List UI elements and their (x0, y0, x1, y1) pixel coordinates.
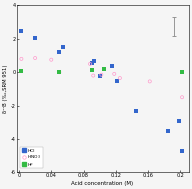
Point (148, 80, 151, 83)
Point (58, 70, 61, 73)
Point (180, 149, 184, 152)
Point (177, 119, 180, 122)
Point (92, 74, 95, 77)
Point (58, 51, 61, 54)
Point (98, 74, 101, 77)
Point (62, 46, 65, 49)
Point (116, 79, 119, 82)
Point (167, 129, 170, 132)
Point (90, 62, 93, 65)
Point (113, 72, 116, 75)
Point (100, 73, 103, 76)
Point (20, 57, 23, 60)
Point (90, 69, 93, 72)
Y-axis label: δ¹¹B (‰,SRM 951): δ¹¹B (‰,SRM 951) (3, 65, 8, 113)
Point (118, 77, 121, 80)
X-axis label: Acid concentration (M): Acid concentration (M) (71, 180, 134, 186)
Point (110, 65, 113, 68)
Point (20, 29, 23, 32)
Point (50, 58, 53, 61)
Point (135, 109, 138, 112)
Point (34, 36, 37, 40)
Point (58, 71, 61, 74)
Point (102, 68, 105, 71)
Point (180, 96, 184, 99)
Point (93, 60, 96, 63)
Point (20, 69, 23, 72)
Legend: HCl, HNO$_3$, HF: HCl, HNO$_3$, HF (21, 147, 43, 168)
Point (34, 57, 37, 60)
Point (180, 70, 184, 73)
Point (89, 62, 92, 65)
